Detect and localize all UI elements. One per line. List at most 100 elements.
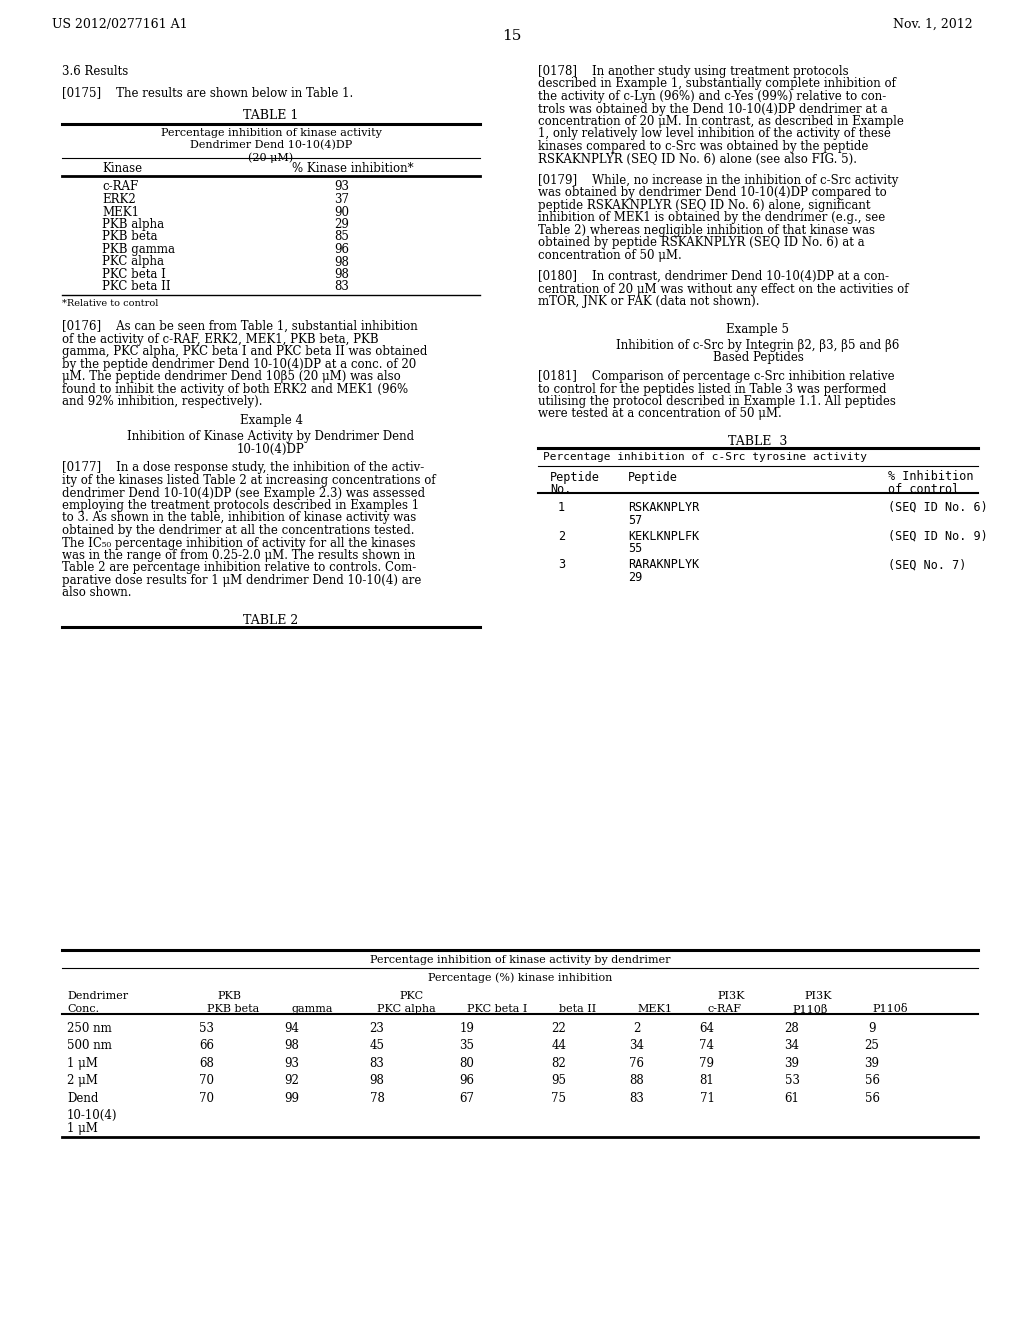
Text: 34: 34	[630, 1039, 644, 1052]
Text: 3.6 Results: 3.6 Results	[62, 65, 128, 78]
Text: 98: 98	[370, 1074, 384, 1088]
Text: 74: 74	[699, 1039, 715, 1052]
Text: 29: 29	[335, 218, 349, 231]
Text: [0175]    The results are shown below in Table 1.: [0175] The results are shown below in Ta…	[62, 86, 353, 99]
Text: parative dose results for 1 μM dendrimer Dend 10-10(4) are: parative dose results for 1 μM dendrimer…	[62, 574, 421, 587]
Text: 19: 19	[460, 1022, 474, 1035]
Text: PKC beta II: PKC beta II	[102, 281, 171, 293]
Text: 10-10(4)DP: 10-10(4)DP	[238, 442, 305, 455]
Text: inhibition of MEK1 is obtained by the dendrimer (e.g., see: inhibition of MEK1 is obtained by the de…	[538, 211, 886, 224]
Text: P110δ: P110δ	[872, 1003, 907, 1014]
Text: Based Peptides: Based Peptides	[713, 351, 804, 364]
Text: 76: 76	[630, 1057, 644, 1069]
Text: PKB beta: PKB beta	[207, 1003, 259, 1014]
Text: obtained by the dendrimer at all the concentrations tested.: obtained by the dendrimer at all the con…	[62, 524, 415, 537]
Text: 56: 56	[864, 1092, 880, 1105]
Text: Dendrimer Dend 10-10(4)DP: Dendrimer Dend 10-10(4)DP	[189, 140, 352, 150]
Text: was obtained by dendrimer Dend 10-10(4)DP compared to: was obtained by dendrimer Dend 10-10(4)D…	[538, 186, 887, 199]
Text: 96: 96	[335, 243, 349, 256]
Text: 98: 98	[335, 256, 349, 268]
Text: Dendrimer: Dendrimer	[67, 991, 128, 1002]
Text: PKC beta I: PKC beta I	[102, 268, 166, 281]
Text: Example 5: Example 5	[726, 322, 790, 335]
Text: TABLE 1: TABLE 1	[244, 108, 299, 121]
Text: 67: 67	[460, 1092, 474, 1105]
Text: [0179]    While, no increase in the inhibition of c-Src activity: [0179] While, no increase in the inhibit…	[538, 174, 898, 186]
Text: beta II: beta II	[559, 1003, 596, 1014]
Text: by the peptide dendrimer Dend 10-10(4)DP at a conc. of 20: by the peptide dendrimer Dend 10-10(4)DP…	[62, 358, 416, 371]
Text: 75: 75	[552, 1092, 566, 1105]
Text: 53: 53	[784, 1074, 800, 1088]
Text: 70: 70	[200, 1074, 214, 1088]
Text: [0176]    As can be seen from Table 1, substantial inhibition: [0176] As can be seen from Table 1, subs…	[62, 321, 418, 333]
Text: obtained by peptide RSKAKNPLYR (SEQ ID No. 6) at a: obtained by peptide RSKAKNPLYR (SEQ ID N…	[538, 236, 864, 249]
Text: 71: 71	[699, 1092, 715, 1105]
Text: % Kinase inhibition*: % Kinase inhibition*	[292, 162, 414, 174]
Text: PKC alpha: PKC alpha	[102, 256, 164, 268]
Text: the activity of c-Lyn (96%) and c-Yes (99%) relative to con-: the activity of c-Lyn (96%) and c-Yes (9…	[538, 90, 886, 103]
Text: c-RAF: c-RAF	[102, 181, 138, 194]
Text: 25: 25	[864, 1039, 880, 1052]
Text: 500 nm: 500 nm	[67, 1039, 112, 1052]
Text: 78: 78	[370, 1092, 384, 1105]
Text: 57: 57	[628, 513, 642, 527]
Text: Percentage inhibition of kinase activity: Percentage inhibition of kinase activity	[161, 128, 381, 137]
Text: 99: 99	[285, 1092, 299, 1105]
Text: 2 μM: 2 μM	[67, 1074, 98, 1088]
Text: found to inhibit the activity of both ERK2 and MEK1 (96%: found to inhibit the activity of both ER…	[62, 383, 409, 396]
Text: 15: 15	[503, 29, 521, 44]
Text: 81: 81	[699, 1074, 715, 1088]
Text: mTOR, JNK or FAK (data not shown).: mTOR, JNK or FAK (data not shown).	[538, 294, 760, 308]
Text: 96: 96	[460, 1074, 474, 1088]
Text: 2: 2	[558, 529, 565, 543]
Text: PKC alpha: PKC alpha	[377, 1003, 436, 1014]
Text: MEK1: MEK1	[102, 206, 139, 219]
Text: 1: 1	[558, 502, 565, 513]
Text: (SEQ No. 7): (SEQ No. 7)	[888, 558, 967, 572]
Text: 98: 98	[335, 268, 349, 281]
Text: 23: 23	[370, 1022, 384, 1035]
Text: The IC₅₀ percentage inhibition of activity for all the kinases: The IC₅₀ percentage inhibition of activi…	[62, 536, 416, 549]
Text: trols was obtained by the Dend 10-10(4)DP dendrimer at a: trols was obtained by the Dend 10-10(4)D…	[538, 103, 888, 116]
Text: kinases compared to c-Src was obtained by the peptide: kinases compared to c-Src was obtained b…	[538, 140, 868, 153]
Text: dendrimer Dend 10-10(4)DP (see Example 2.3) was assessed: dendrimer Dend 10-10(4)DP (see Example 2…	[62, 487, 425, 499]
Text: concentration of 20 μM. In contrast, as described in Example: concentration of 20 μM. In contrast, as …	[538, 115, 904, 128]
Text: 22: 22	[552, 1022, 566, 1035]
Text: concentration of 50 μM.: concentration of 50 μM.	[538, 248, 682, 261]
Text: PI3K: PI3K	[804, 991, 831, 1002]
Text: 34: 34	[784, 1039, 800, 1052]
Text: 1 μM: 1 μM	[67, 1057, 98, 1069]
Text: Percentage (%) kinase inhibition: Percentage (%) kinase inhibition	[428, 973, 612, 983]
Text: also shown.: also shown.	[62, 586, 131, 599]
Text: *Relative to control: *Relative to control	[62, 300, 159, 308]
Text: 85: 85	[335, 231, 349, 243]
Text: PKB beta: PKB beta	[102, 231, 158, 243]
Text: [0178]    In another study using treatment protocols: [0178] In another study using treatment …	[538, 65, 849, 78]
Text: ERK2: ERK2	[102, 193, 136, 206]
Text: 39: 39	[864, 1057, 880, 1069]
Text: Table 2) whereas negligible inhibition of that kinase was: Table 2) whereas negligible inhibition o…	[538, 224, 874, 236]
Text: RSKAKNPLYR (SEQ ID No. 6) alone (see also FIG. 5).: RSKAKNPLYR (SEQ ID No. 6) alone (see als…	[538, 153, 857, 165]
Text: 55: 55	[628, 543, 642, 556]
Text: 1 μM: 1 μM	[67, 1122, 98, 1135]
Text: 83: 83	[335, 281, 349, 293]
Text: KEKLKNPLFK: KEKLKNPLFK	[628, 529, 699, 543]
Text: Table 2 are percentage inhibition relative to controls. Com-: Table 2 are percentage inhibition relati…	[62, 561, 416, 574]
Text: 9: 9	[868, 1022, 876, 1035]
Text: 88: 88	[630, 1074, 644, 1088]
Text: Percentage inhibition of kinase activity by dendrimer: Percentage inhibition of kinase activity…	[370, 954, 671, 965]
Text: to control for the peptides listed in Table 3 was performed: to control for the peptides listed in Ta…	[538, 383, 887, 396]
Text: % Inhibition: % Inhibition	[888, 470, 974, 483]
Text: 37: 37	[335, 193, 349, 206]
Text: 92: 92	[285, 1074, 299, 1088]
Text: PKB gamma: PKB gamma	[102, 243, 175, 256]
Text: centration of 20 μM was without any effect on the activities of: centration of 20 μM was without any effe…	[538, 282, 908, 296]
Text: 61: 61	[784, 1092, 800, 1105]
Text: 10-10(4): 10-10(4)	[67, 1109, 118, 1122]
Text: utilising the protocol described in Example 1.1. All peptides: utilising the protocol described in Exam…	[538, 395, 896, 408]
Text: peptide RSKAKNPLYR (SEQ ID No. 6) alone, significant: peptide RSKAKNPLYR (SEQ ID No. 6) alone,…	[538, 199, 870, 211]
Text: 35: 35	[460, 1039, 474, 1052]
Text: Peptide: Peptide	[628, 470, 678, 483]
Text: 45: 45	[370, 1039, 384, 1052]
Text: 44: 44	[552, 1039, 566, 1052]
